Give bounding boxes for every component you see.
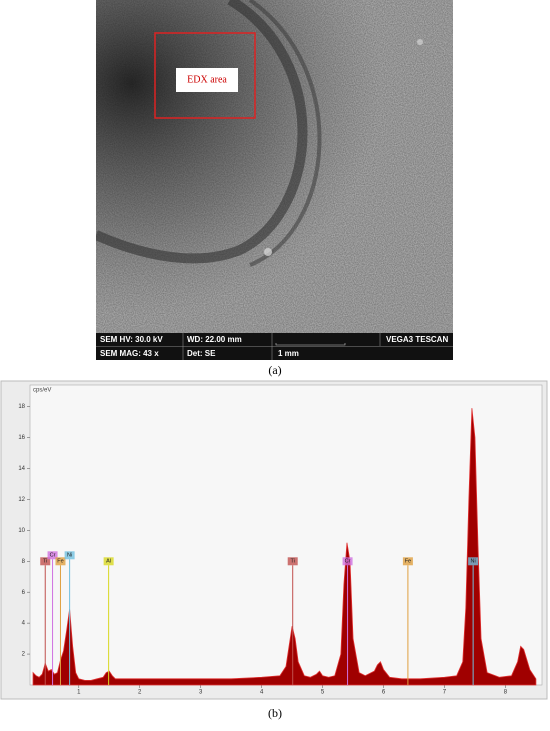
y-tick-label: 18 xyxy=(18,404,25,410)
element-label: Al xyxy=(106,559,111,565)
caption-b: (b) xyxy=(268,706,282,720)
element-tag xyxy=(64,551,75,560)
y-tick-label: 12 xyxy=(18,497,25,503)
element-tag xyxy=(402,557,413,566)
element-tag xyxy=(468,557,479,566)
element-label: Cr xyxy=(345,559,351,565)
info-det: Det: SE xyxy=(187,349,216,358)
element-tag xyxy=(342,557,353,566)
y-tick-label: 16 xyxy=(18,435,25,441)
element-tag xyxy=(55,557,66,566)
y-tick-label: 8 xyxy=(22,559,26,565)
x-tick-label: 1 xyxy=(77,690,81,696)
plot-area xyxy=(29,384,543,686)
element-tag xyxy=(103,557,114,566)
y-axis-label: cps/eV xyxy=(33,388,51,394)
element-label: Ti xyxy=(43,559,47,565)
y-tick-label: 10 xyxy=(18,528,25,534)
x-tick-label: 6 xyxy=(382,690,386,696)
y-tick-label: 6 xyxy=(22,590,26,596)
info-mag: SEM MAG: 43 x xyxy=(100,349,159,358)
x-tick-label: 7 xyxy=(443,690,447,696)
element-tag xyxy=(287,557,298,566)
element-tag xyxy=(47,551,58,560)
edx-area-box xyxy=(154,32,256,119)
edx-label: EDX area xyxy=(187,74,227,85)
x-tick-label: 4 xyxy=(260,690,264,696)
element-label: Cr xyxy=(50,553,56,559)
spectrum xyxy=(32,408,537,686)
info-vendor: VEGA3 TESCAN xyxy=(386,335,448,344)
edx-label-box xyxy=(176,68,238,92)
element-label: Ti xyxy=(291,559,295,565)
x-tick-label: 8 xyxy=(504,690,508,696)
x-tick-label: 3 xyxy=(199,690,203,696)
x-tick-label: 2 xyxy=(138,690,142,696)
element-tag xyxy=(40,557,51,566)
y-tick-label: 4 xyxy=(22,621,26,627)
element-label: Fe xyxy=(405,559,411,565)
info-wd: WD: 22.00 mm xyxy=(187,335,242,344)
info-scale: 1 mm xyxy=(278,349,299,358)
sem-image xyxy=(96,0,453,333)
y-tick-label: 2 xyxy=(22,652,26,658)
info-dividers xyxy=(96,333,453,360)
x-tick-label: 5 xyxy=(321,690,325,696)
element-label: Fe xyxy=(57,559,63,565)
caption-a: (a) xyxy=(268,363,281,377)
info-hv: SEM HV: 30.0 kV xyxy=(100,335,163,344)
element-label: Ni xyxy=(67,553,72,559)
y-tick-label: 14 xyxy=(18,466,25,472)
element-label: Ni xyxy=(471,559,476,565)
